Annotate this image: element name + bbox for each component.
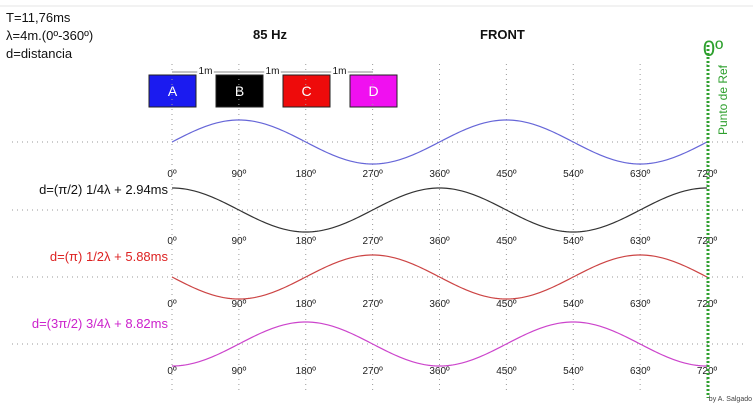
phase-tick-label: 450º: [496, 366, 517, 377]
speaker-c: C: [282, 74, 331, 108]
speaker-a: A: [148, 74, 197, 108]
phase-tick-label: 630º: [630, 299, 651, 310]
wave-curve: [171, 119, 708, 165]
delay-label: d=(π) 1/2λ + 5.88ms: [50, 249, 169, 264]
waves: 0º 90º 180º 270º 360º 450º 540º 630º 720º 0º 90º 18…: [32, 119, 718, 377]
phase-tick-label: 270º: [362, 366, 383, 377]
wave-curve: [171, 254, 708, 300]
phase-tick-label: 360º: [429, 366, 450, 377]
reference-angle: 0º: [703, 36, 723, 61]
speaker-b: B: [215, 74, 264, 108]
speaker-a-label: A: [168, 83, 178, 99]
phase-tick-label: 270º: [362, 169, 383, 180]
speaker-d: D: [349, 74, 398, 108]
phase-tick-label: 0º: [167, 169, 177, 180]
spacing-marker-bc: 1m: [239, 64, 306, 79]
phase-tick-label: 360º: [429, 169, 450, 180]
spacing-label: 1m: [266, 66, 280, 77]
wavelength-text: λ=4m.(0º-360º): [6, 28, 93, 43]
phase-tick-label: 450º: [496, 169, 517, 180]
spacing-label: 1m: [199, 66, 213, 77]
speaker-b-box: [215, 74, 264, 108]
phase-tick-label: 0º: [167, 236, 177, 247]
delay-label: d=(3π/2) 3/4λ + 8.82ms: [32, 316, 169, 331]
speaker-c-label: C: [301, 83, 311, 99]
spacing-marker-cd: 1m: [306, 64, 373, 79]
phase-tick-label: 540º: [563, 366, 584, 377]
wave-row: 0º 90º 180º 270º 360º 450º 540º 630º 720º d=(3π/2…: [32, 316, 718, 377]
phase-tick-label: 630º: [630, 366, 651, 377]
phase-tick-label: 180º: [296, 299, 317, 310]
spacing-label: 1m: [333, 66, 347, 77]
phase-tick-label: 180º: [296, 366, 317, 377]
phase-tick-label: 720º: [697, 366, 718, 377]
front-label: FRONT: [480, 27, 525, 42]
phase-tick-label: 540º: [563, 236, 584, 247]
wave-curve: [171, 187, 708, 233]
delay-label: d=(π/2) 1/4λ + 2.94ms: [39, 182, 168, 197]
spacing-marker-ab: 1m: [172, 64, 239, 79]
phase-tick-label: 90º: [231, 299, 246, 310]
period-text: T=11,76ms: [6, 10, 71, 25]
phase-tick-label: 0º: [167, 366, 177, 377]
phase-tick-label: 540º: [563, 169, 584, 180]
phase-tick-label: 270º: [362, 299, 383, 310]
phase-tick-label: 540º: [563, 299, 584, 310]
phase-tick-label: 450º: [496, 299, 517, 310]
phase-tick-label: 90º: [231, 366, 246, 377]
wave-row: 0º90º180º270º360º450º540º630º720ºd=(π/2)…: [39, 182, 717, 247]
phase-tick-label: 90º: [231, 169, 246, 180]
reference-label: Punto de Ref: [716, 64, 730, 135]
speaker-b-label: B: [235, 83, 244, 99]
phase-tick-label: 90º: [231, 236, 246, 247]
phase-tick-label: 360º: [429, 236, 450, 247]
speaker-row: A B C D 1m 1m: [148, 64, 398, 108]
speaker-c-box: [282, 74, 331, 108]
phase-tick-label: 630º: [630, 169, 651, 180]
phase-tick-label: 180º: [296, 169, 317, 180]
phase-tick-label: 450º: [496, 236, 517, 247]
phase-tick-label: 0º: [167, 299, 177, 310]
dotted-grid: [12, 64, 745, 392]
distance-definition-text: d=distancia: [6, 46, 73, 61]
speaker-d-box: [349, 74, 398, 108]
phase-tick-label: 360º: [429, 299, 450, 310]
credit-text: by A. Salgado: [709, 396, 752, 403]
phase-tick-label: 180º: [296, 236, 317, 247]
phase-tick-label: 270º: [362, 236, 383, 247]
reference-point: 0º Punto de Ref: [703, 36, 730, 398]
phase-tick-label: 720º: [697, 299, 718, 310]
wave-row: 0º 90º 180º 270º 360º 450º 540º 630º 720º d=(π) 1…: [50, 249, 718, 310]
speaker-a-box: [148, 74, 197, 108]
phase-tick-label: 630º: [630, 236, 651, 247]
speaker-d-label: D: [368, 83, 378, 99]
frequency-label: 85 Hz: [253, 27, 287, 42]
wave-curve: [171, 321, 708, 367]
